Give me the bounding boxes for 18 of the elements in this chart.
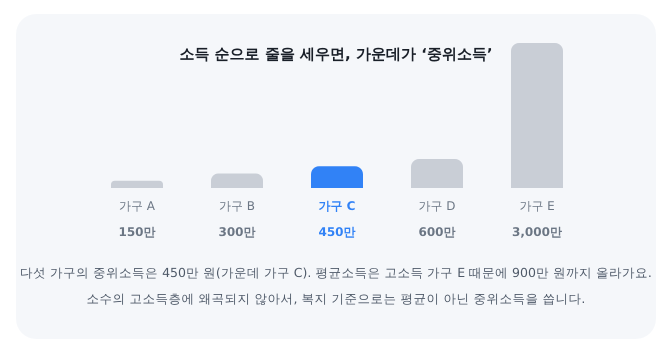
- data-label: 600만: [418, 225, 456, 239]
- bar: [411, 159, 463, 188]
- x-tick-label: 가구 D: [418, 199, 456, 213]
- x-tick-label: 가구 E: [519, 199, 555, 213]
- data-label: 300만: [218, 225, 256, 239]
- bar: [311, 166, 363, 188]
- text: 다섯 가구의 중위소득은 450만 원(가운데 가구 C). 평균소득은 고소득 가구 E 때문에 900만 원까지 올라가요.: [19, 264, 653, 282]
- x-tick-label: 가구 C: [318, 199, 356, 213]
- data-label: 3,000만: [512, 225, 562, 239]
- data-label: 450만: [318, 225, 356, 239]
- bar: [511, 43, 563, 188]
- text: 소수의 고소득층에 왜곡되지 않아서, 복지 기준으로는 평균이 아닌 중위소득을 씁니다.: [86, 290, 586, 308]
- x-tick-label: 가구 B: [218, 199, 256, 213]
- x-tick-label: 가구 A: [118, 199, 156, 213]
- chart-title: 소득 순으로 줄을 세우면, 가운데가 ‘중위소득’: [178, 45, 494, 64]
- data-label: 150만: [118, 225, 156, 239]
- bar: [211, 174, 263, 188]
- bar: [111, 180, 163, 188]
